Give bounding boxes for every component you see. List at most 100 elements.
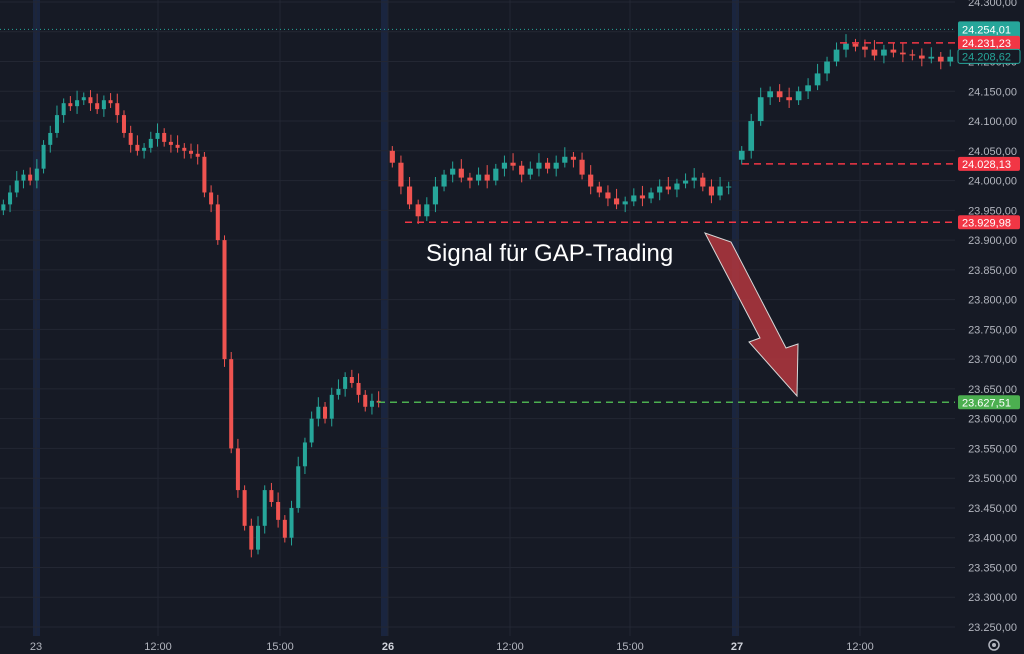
candle-body [562, 156, 568, 163]
candle-body [162, 132, 167, 142]
candle-body [918, 55, 925, 59]
candle-body [890, 49, 897, 53]
x-tick-label: 12:00 [496, 641, 524, 653]
y-tick-label: 23.700,00 [968, 354, 1017, 366]
candle-body [188, 150, 194, 154]
candle-body [450, 168, 456, 175]
candle-body [28, 174, 33, 181]
candle-body [947, 56, 954, 62]
candle-body [175, 144, 180, 148]
candle-body [323, 406, 328, 419]
y-tick-label: 23.950,00 [968, 205, 1017, 217]
settings-gear-icon[interactable] [988, 639, 1000, 651]
candle-body [519, 165, 525, 175]
candle-body [441, 174, 447, 187]
candle-body [363, 394, 368, 407]
session-break-1 [381, 0, 388, 636]
price-line-label-3 [958, 395, 1020, 410]
y-tick-label: 24.050,00 [968, 146, 1017, 158]
secondary-price-value: 24.208,62 [962, 51, 1011, 63]
candle-body [215, 204, 220, 241]
y-tick-label: 23.550,00 [968, 443, 1017, 455]
candle-body [168, 141, 173, 145]
candle-body [222, 240, 227, 360]
candle-body [21, 174, 26, 181]
candle-body [613, 198, 620, 205]
candle-body [833, 49, 840, 62]
candle-body [302, 442, 307, 467]
candle-body [81, 97, 86, 101]
candle-body [852, 43, 859, 47]
candle-body [316, 406, 321, 419]
candle-body [795, 91, 802, 101]
price-labels: 24.254,0101:5024.231,2324.028,1323.929,9… [957, 21, 1021, 410]
candle-body [262, 490, 267, 526]
price-lines [0, 28, 955, 404]
candle-body [369, 400, 374, 407]
candle-body [75, 100, 80, 107]
candle-body [336, 388, 341, 395]
candle-body [726, 186, 732, 188]
candle-body [605, 192, 611, 199]
y-tick-label: 23.850,00 [968, 265, 1017, 277]
candle-body [544, 162, 551, 169]
candle-body [406, 186, 413, 205]
candle-body [665, 186, 671, 190]
candle-body [648, 192, 654, 199]
candle-body [674, 183, 680, 190]
candle-body [135, 144, 140, 151]
y-tick-label: 24.100,00 [968, 116, 1017, 128]
candle-body [805, 85, 811, 92]
candle-body [329, 394, 334, 419]
candle-body [708, 186, 715, 196]
candle-body [389, 150, 395, 163]
candle-body [309, 418, 314, 443]
candle-body [862, 46, 868, 50]
candle-body [700, 177, 706, 187]
y-tick-label: 24.300,00 [968, 0, 1017, 9]
candle-body [148, 138, 153, 148]
x-tick-label: 26 [382, 641, 394, 653]
candle-body [937, 56, 944, 62]
candle-body [155, 132, 160, 139]
secondary-price-label [957, 48, 1021, 64]
candle-body [1, 204, 6, 211]
current-price-value: 24.254,01 [962, 24, 1011, 36]
candle-body [95, 103, 100, 110]
price-line-value: 23.627,51 [962, 397, 1011, 409]
candle-body [691, 177, 697, 181]
candle-body [349, 377, 354, 383]
candle-body [398, 162, 404, 187]
candle-body [61, 103, 66, 116]
candle-body [786, 97, 792, 101]
annotation-text: Signal für GAP-Trading [426, 240, 673, 267]
x-tick-label: 23 [30, 641, 42, 653]
price-line-value: 24.028,13 [962, 159, 1011, 171]
x-tick-label: 27 [731, 641, 743, 653]
candle-body [54, 115, 59, 133]
candle-body [928, 56, 935, 59]
candle-body [249, 525, 254, 550]
candle-body [596, 186, 602, 193]
price-line-value: 23.929,98 [962, 217, 1011, 229]
candle-body [570, 156, 577, 160]
y-tick-label: 23.800,00 [968, 295, 1017, 307]
candle-body [767, 91, 774, 98]
candle-body [209, 192, 214, 205]
x-tick-label: 12:00 [144, 641, 172, 653]
candle-body [501, 162, 508, 169]
y-tick-label: 23.400,00 [968, 533, 1017, 545]
candle-body [622, 201, 628, 205]
price-line-label-0 [958, 35, 1020, 50]
x-tick-label: 15:00 [616, 641, 644, 653]
candle-body [142, 147, 147, 151]
y-tick-label: 23.600,00 [968, 414, 1017, 426]
price-line-label-2 [958, 215, 1020, 230]
candle-body [424, 204, 430, 217]
candle-body [289, 507, 294, 538]
candle-body [738, 150, 745, 160]
y-tick-label: 23.250,00 [968, 622, 1017, 634]
candle-body [510, 162, 516, 166]
candle-body [229, 359, 234, 449]
